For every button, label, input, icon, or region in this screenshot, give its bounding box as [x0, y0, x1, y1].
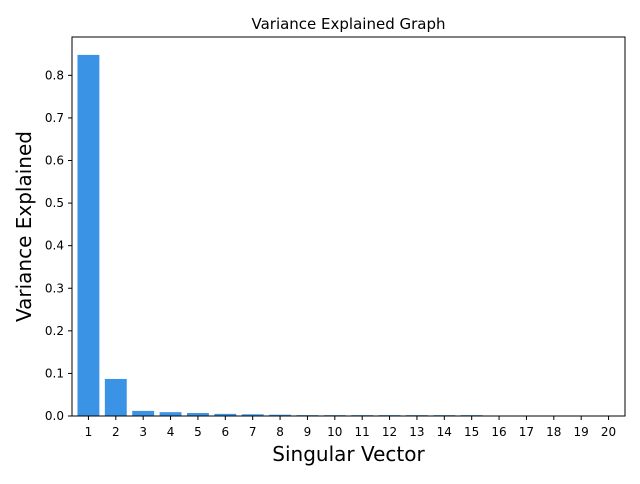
x-tick-label: 14 [437, 425, 452, 439]
bar-2 [105, 379, 127, 416]
y-tick-label: 0.8 [45, 68, 64, 82]
y-tick-label: 0.3 [45, 281, 64, 295]
x-tick-label: 8 [276, 425, 284, 439]
bar-3 [132, 411, 154, 416]
x-tick-label: 3 [139, 425, 147, 439]
x-tick-label: 19 [574, 425, 589, 439]
y-tick-label: 0.6 [45, 153, 64, 167]
x-tick-label: 10 [327, 425, 342, 439]
y-tick-label: 0.5 [45, 196, 64, 210]
x-tick-label: 4 [167, 425, 175, 439]
y-axis-label: Variance Explained [12, 131, 36, 322]
x-tick-label: 18 [546, 425, 561, 439]
x-tick-label: 17 [519, 425, 534, 439]
x-tick-label: 7 [249, 425, 257, 439]
x-tick-label: 15 [464, 425, 479, 439]
x-tick-label: 12 [382, 425, 397, 439]
x-tick-label: 2 [112, 425, 120, 439]
y-tick-label: 0.1 [45, 366, 64, 380]
y-tick-label: 0.4 [45, 239, 64, 253]
x-tick-label: 6 [221, 425, 229, 439]
x-tick-label: 9 [304, 425, 312, 439]
bar-4 [160, 412, 182, 416]
x-tick-label: 20 [601, 425, 616, 439]
y-tick-label: 0.0 [45, 409, 64, 423]
x-tick-label: 16 [491, 425, 506, 439]
x-tick-label: 11 [355, 425, 370, 439]
x-axis-label: Singular Vector [272, 442, 425, 466]
x-tick-label: 1 [85, 425, 93, 439]
y-tick-label: 0.2 [45, 324, 64, 338]
y-tick-label: 0.7 [45, 111, 64, 125]
chart-title: Variance Explained Graph [251, 15, 445, 33]
bar-1 [77, 55, 99, 416]
x-tick-label: 13 [409, 425, 424, 439]
x-tick-label: 5 [194, 425, 202, 439]
